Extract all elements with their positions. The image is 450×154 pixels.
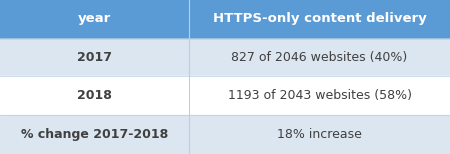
Text: 2017: 2017 [77, 51, 112, 64]
Bar [0, 0, 450, 38]
Text: 2018: 2018 [77, 89, 112, 102]
Bar [0, 38, 450, 77]
Text: % change 2017-2018: % change 2017-2018 [21, 128, 168, 141]
Text: year: year [78, 12, 111, 25]
Text: 18% increase: 18% increase [277, 128, 362, 141]
Bar [0, 115, 450, 154]
Bar [0, 77, 450, 115]
Text: 827 of 2046 websites (40%): 827 of 2046 websites (40%) [231, 51, 408, 64]
Text: 1193 of 2043 websites (58%): 1193 of 2043 websites (58%) [228, 89, 411, 102]
Text: HTTPS-only content delivery: HTTPS-only content delivery [212, 12, 427, 25]
